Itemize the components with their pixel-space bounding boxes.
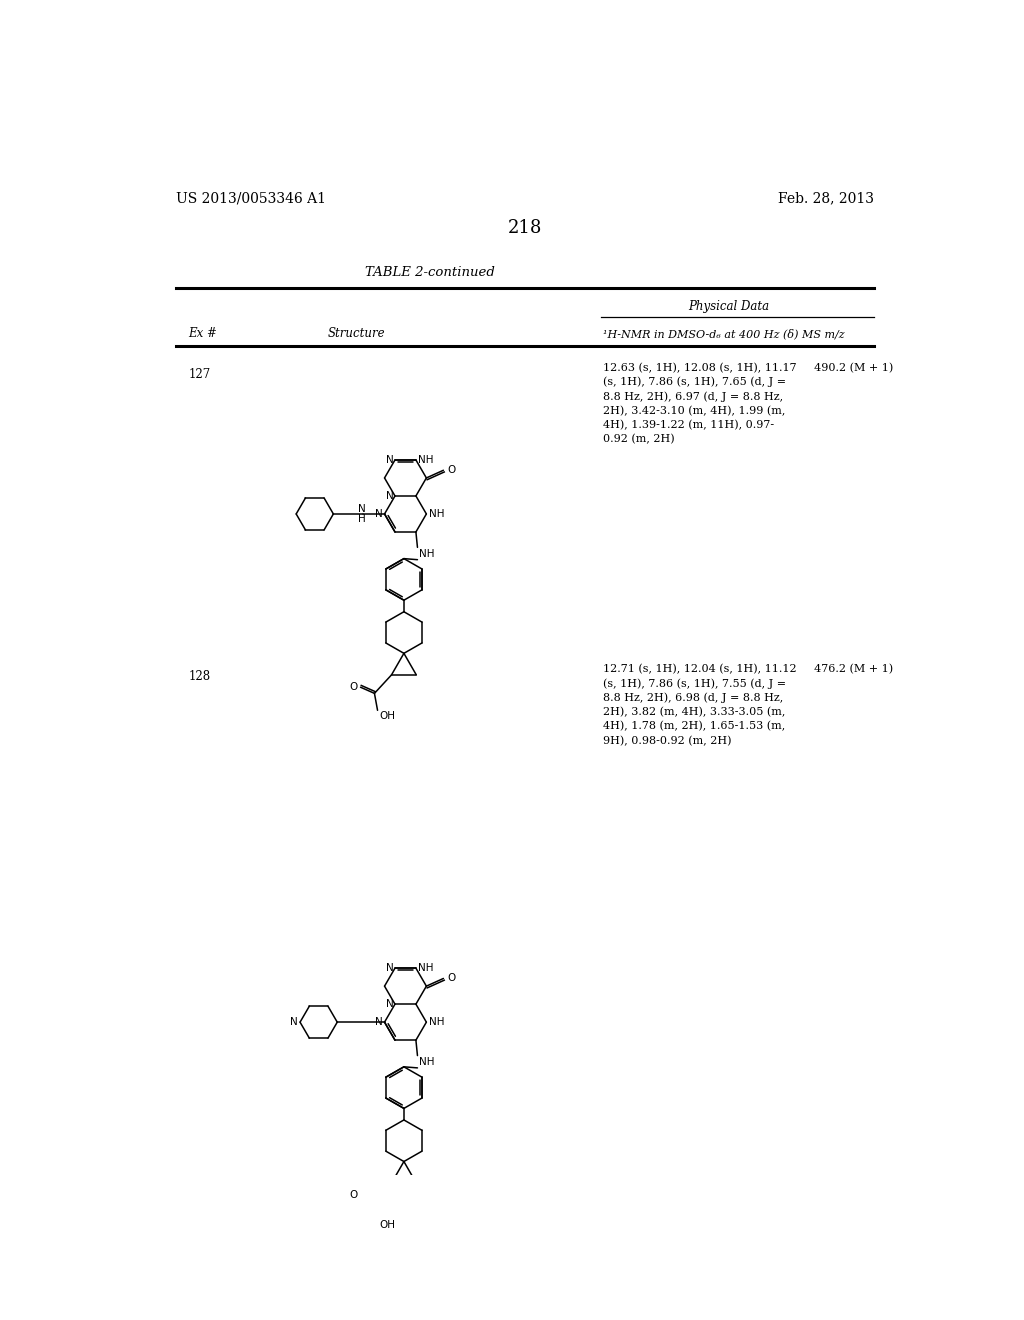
Text: Feb. 28, 2013: Feb. 28, 2013 bbox=[777, 191, 873, 206]
Text: NH: NH bbox=[419, 549, 434, 558]
Text: 12.63 (s, 1H), 12.08 (s, 1H), 11.17     490.2 (M + 1)
(s, 1H), 7.86 (s, 1H), 7.6: 12.63 (s, 1H), 12.08 (s, 1H), 11.17 490.… bbox=[603, 363, 893, 444]
Text: OH: OH bbox=[379, 1220, 395, 1230]
Text: Ex #: Ex # bbox=[188, 327, 217, 341]
Text: H: H bbox=[358, 515, 366, 524]
Text: O: O bbox=[349, 1191, 357, 1200]
Text: O: O bbox=[349, 682, 357, 692]
Text: ¹H-NMR in DMSO-d₆ at 400 Hz (δ) MS m/z: ¹H-NMR in DMSO-d₆ at 400 Hz (δ) MS m/z bbox=[603, 329, 845, 339]
Text: 218: 218 bbox=[508, 219, 542, 236]
Text: O: O bbox=[447, 973, 456, 983]
Text: NH: NH bbox=[418, 964, 434, 973]
Text: O: O bbox=[447, 465, 456, 475]
Text: N: N bbox=[375, 510, 383, 519]
Text: NH: NH bbox=[429, 510, 444, 519]
Text: N: N bbox=[358, 503, 366, 513]
Text: OH: OH bbox=[379, 711, 395, 722]
Text: N: N bbox=[386, 491, 393, 502]
Text: US 2013/0053346 A1: US 2013/0053346 A1 bbox=[176, 191, 326, 206]
Text: N: N bbox=[386, 964, 393, 973]
Text: N: N bbox=[386, 999, 393, 1010]
Text: NH: NH bbox=[419, 1057, 434, 1067]
Text: TABLE 2-continued: TABLE 2-continued bbox=[366, 265, 496, 279]
Text: 128: 128 bbox=[188, 671, 211, 684]
Text: N: N bbox=[290, 1018, 298, 1027]
Text: NH: NH bbox=[429, 1018, 444, 1027]
Text: 12.71 (s, 1H), 12.04 (s, 1H), 11.12     476.2 (M + 1)
(s, 1H), 7.86 (s, 1H), 7.5: 12.71 (s, 1H), 12.04 (s, 1H), 11.12 476.… bbox=[603, 664, 893, 746]
Text: N: N bbox=[375, 1018, 383, 1027]
Text: NH: NH bbox=[418, 455, 434, 465]
Text: Structure: Structure bbox=[328, 327, 385, 341]
Text: 127: 127 bbox=[188, 368, 211, 381]
Text: N: N bbox=[386, 455, 393, 465]
Text: Physical Data: Physical Data bbox=[688, 300, 769, 313]
